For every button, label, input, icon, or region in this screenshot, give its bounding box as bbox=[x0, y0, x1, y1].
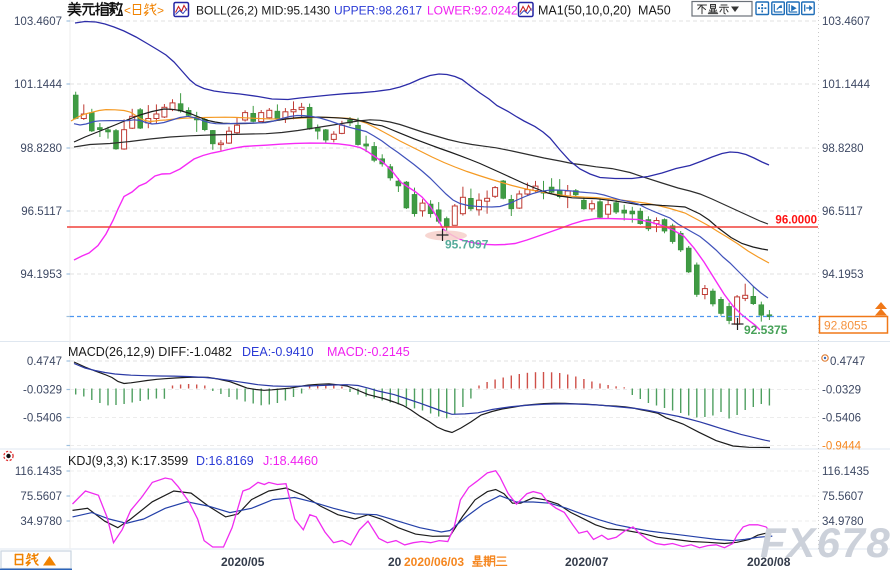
svg-text:75.5607: 75.5607 bbox=[822, 491, 864, 503]
svg-text:96.5117: 96.5117 bbox=[822, 206, 863, 218]
svg-text:MACD(26,12,9) DIFF:-1.0482: MACD(26,12,9) DIFF:-1.0482 bbox=[68, 345, 232, 359]
svg-text:J:18.4460: J:18.4460 bbox=[263, 454, 318, 468]
svg-text:116.1435: 116.1435 bbox=[15, 466, 62, 478]
svg-text:116.1435: 116.1435 bbox=[822, 466, 869, 478]
svg-text:-0.0329: -0.0329 bbox=[23, 385, 62, 397]
svg-text:2020/06/03: 2020/06/03 bbox=[404, 555, 464, 569]
svg-text:34.9780: 34.9780 bbox=[822, 516, 864, 528]
svg-text:96.5117: 96.5117 bbox=[21, 206, 62, 218]
svg-text:<: < bbox=[124, 4, 131, 18]
svg-text:94.1953: 94.1953 bbox=[20, 269, 62, 281]
svg-text:KDJ(9,3,3) K:17.3599: KDJ(9,3,3) K:17.3599 bbox=[68, 454, 188, 468]
svg-text:D:16.8169: D:16.8169 bbox=[196, 454, 254, 468]
svg-text:-0.5406: -0.5406 bbox=[822, 413, 861, 425]
svg-text:92.5375: 92.5375 bbox=[744, 323, 788, 337]
svg-text:75.5607: 75.5607 bbox=[20, 491, 62, 503]
svg-text:-0.0329: -0.0329 bbox=[822, 385, 861, 397]
svg-text:103.4607: 103.4607 bbox=[14, 16, 62, 28]
svg-text:-0.5406: -0.5406 bbox=[23, 413, 62, 425]
svg-text:UPPER:98.2617: UPPER:98.2617 bbox=[334, 4, 422, 18]
svg-text:2020/07: 2020/07 bbox=[565, 555, 609, 569]
svg-text:2020/08: 2020/08 bbox=[747, 555, 791, 569]
svg-text:DEA:-0.9410: DEA:-0.9410 bbox=[242, 345, 314, 359]
svg-text:LOWER:92.0242: LOWER:92.0242 bbox=[427, 4, 518, 18]
svg-text:98.8280: 98.8280 bbox=[822, 143, 864, 155]
svg-text:34.9780: 34.9780 bbox=[20, 516, 62, 528]
svg-text:94.1953: 94.1953 bbox=[822, 269, 864, 281]
svg-text:98.8280: 98.8280 bbox=[20, 143, 62, 155]
svg-text:>: > bbox=[157, 4, 164, 18]
svg-text:-0.9444: -0.9444 bbox=[822, 441, 862, 453]
svg-text:101.1444: 101.1444 bbox=[822, 79, 871, 91]
svg-text:20: 20 bbox=[388, 555, 402, 569]
svg-text:0.4747: 0.4747 bbox=[27, 356, 62, 368]
svg-text:2020/05: 2020/05 bbox=[221, 555, 265, 569]
svg-text:103.4607: 103.4607 bbox=[822, 16, 870, 28]
svg-text:96.0000: 96.0000 bbox=[775, 215, 817, 227]
svg-text:101.1444: 101.1444 bbox=[14, 79, 63, 91]
svg-text:95.7097: 95.7097 bbox=[445, 238, 489, 252]
svg-text:MACD:-0.2145: MACD:-0.2145 bbox=[327, 345, 410, 359]
svg-text:FX678: FX678 bbox=[760, 519, 890, 566]
svg-text:MA1(50,10,0,20) MA50: MA1(50,10,0,20) MA50 bbox=[538, 4, 671, 18]
svg-text:BOLL(26,2) MID:95.1430: BOLL(26,2) MID:95.1430 bbox=[196, 4, 330, 18]
svg-text:92.8055: 92.8055 bbox=[824, 319, 868, 333]
svg-text:0.4747: 0.4747 bbox=[830, 356, 865, 368]
